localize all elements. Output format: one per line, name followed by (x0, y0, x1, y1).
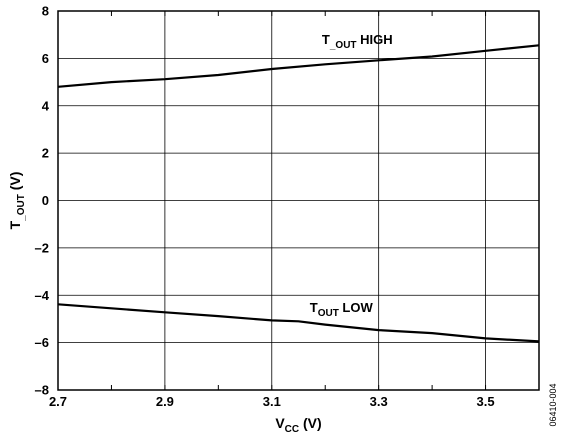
grid (58, 11, 539, 390)
curve-label-2: TOUT LOW (310, 300, 374, 319)
x-tick-label: 3.1 (263, 394, 281, 409)
x-tick-label: 2.7 (49, 394, 67, 409)
curve-label-1: T_OUT HIGH (322, 32, 393, 51)
y-tick-label: 0 (42, 193, 49, 208)
curve-label-main: T (310, 300, 318, 315)
x-tick-label: 2.9 (156, 394, 174, 409)
y-tick-label: –2 (35, 240, 49, 255)
x-tick-label: 3.3 (370, 394, 388, 409)
y-tick-label: 4 (42, 98, 50, 113)
y-tick-label: 6 (42, 51, 49, 66)
y-axis-title-suffix: (V) (7, 172, 23, 195)
x-tick-labels: 2.7 2.9 3.1 3.3 3.5 (49, 394, 495, 409)
y-axis-title-main: T (7, 220, 23, 229)
x-axis-title-main: V (275, 415, 285, 431)
tick-marks (57, 11, 540, 390)
y-axis-title-sub: _OUT (16, 194, 27, 222)
series-line-2 (57, 303, 540, 343)
curve-label-suffix: LOW (339, 300, 374, 315)
y-tick-label: –8 (35, 383, 49, 398)
y-axis-title: T_OUT (V) (7, 172, 27, 230)
x-axis-title-sub: CC (285, 424, 299, 435)
x-axis-title-suffix: (V) (299, 415, 322, 431)
series (57, 44, 540, 343)
curve-label-sub: _OUT (329, 40, 357, 51)
curve-label-sub: OUT (318, 308, 339, 319)
curve-label-suffix: HIGH (357, 32, 393, 47)
y-tick-label: 8 (42, 4, 49, 19)
x-tick-label: 3.5 (477, 394, 495, 409)
y-tick-label: 2 (42, 146, 49, 161)
series-line-1 (57, 44, 540, 88)
y-tick-label: –6 (35, 335, 49, 350)
y-tick-labels: –8 –6 –4 –2 0 2 4 6 8 (35, 4, 50, 398)
x-axis-title: VCC (V) (275, 415, 321, 435)
figure-id: 06410-004 (548, 383, 558, 426)
y-tick-label: –4 (35, 288, 50, 303)
plot-frame (57, 10, 540, 391)
curve-label-main: T (322, 32, 330, 47)
